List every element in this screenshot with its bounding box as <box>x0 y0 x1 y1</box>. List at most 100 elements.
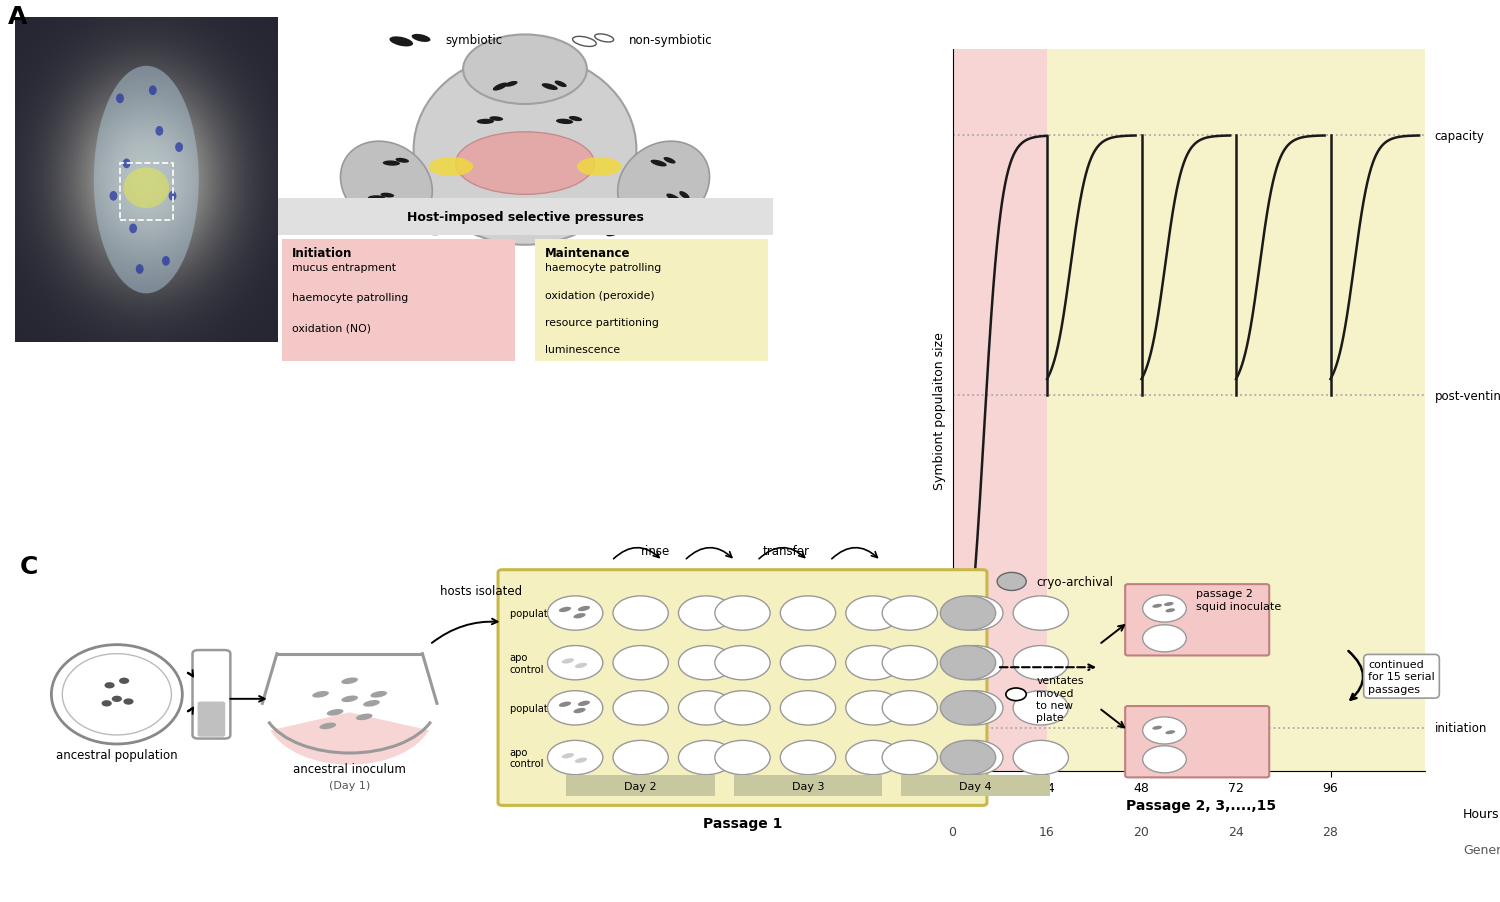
Circle shape <box>1013 596 1068 630</box>
Circle shape <box>123 698 134 705</box>
Text: C: C <box>20 555 38 579</box>
Text: 20: 20 <box>1134 825 1149 838</box>
Text: continued
for 15 serial
passages: continued for 15 serial passages <box>1368 659 1436 694</box>
Circle shape <box>123 160 130 169</box>
Text: ancestral inoculum: ancestral inoculum <box>292 762 406 775</box>
Text: passage 2
squid inoculate: passage 2 squid inoculate <box>1197 589 1281 611</box>
Circle shape <box>1143 625 1186 652</box>
Ellipse shape <box>414 54 636 245</box>
Circle shape <box>948 596 1004 630</box>
Circle shape <box>105 682 114 689</box>
Text: Maintenance: Maintenance <box>544 246 630 260</box>
Bar <box>952 50 1047 771</box>
Text: Day 4: Day 4 <box>958 780 992 791</box>
Ellipse shape <box>1152 604 1162 608</box>
Ellipse shape <box>429 158 472 177</box>
Ellipse shape <box>592 250 606 259</box>
Text: ancestral population: ancestral population <box>56 749 177 761</box>
Text: ventates
moved
to new
plate: ventates moved to new plate <box>1036 676 1084 723</box>
Circle shape <box>548 691 603 725</box>
Circle shape <box>1143 595 1186 622</box>
Bar <box>1142 50 1236 771</box>
Text: symbiotic: symbiotic <box>446 34 503 47</box>
Text: population 1: population 1 <box>510 608 572 619</box>
Ellipse shape <box>381 193 394 198</box>
Circle shape <box>998 573 1026 591</box>
Ellipse shape <box>568 117 582 122</box>
Ellipse shape <box>406 221 418 226</box>
Text: Generation: Generation <box>1462 843 1500 856</box>
Ellipse shape <box>411 35 430 43</box>
Ellipse shape <box>542 85 558 90</box>
Text: haemocyte patrolling: haemocyte patrolling <box>544 263 662 273</box>
FancyBboxPatch shape <box>282 240 514 361</box>
FancyBboxPatch shape <box>198 702 225 737</box>
Circle shape <box>1013 646 1068 680</box>
Ellipse shape <box>573 708 585 713</box>
Ellipse shape <box>664 196 682 202</box>
Ellipse shape <box>370 691 387 698</box>
Text: post-venting: post-venting <box>1434 390 1500 402</box>
Circle shape <box>846 596 901 630</box>
FancyBboxPatch shape <box>734 775 882 796</box>
Circle shape <box>940 646 996 680</box>
Circle shape <box>116 95 124 104</box>
Ellipse shape <box>441 227 453 234</box>
Ellipse shape <box>574 758 586 763</box>
Ellipse shape <box>663 159 676 163</box>
Circle shape <box>110 192 117 201</box>
Circle shape <box>780 691 836 725</box>
Ellipse shape <box>327 709 344 716</box>
Ellipse shape <box>578 606 590 612</box>
Circle shape <box>846 646 901 680</box>
Circle shape <box>882 596 938 630</box>
Circle shape <box>1007 688 1026 701</box>
Ellipse shape <box>442 251 459 257</box>
Ellipse shape <box>606 230 622 236</box>
Text: 0: 0 <box>948 825 957 838</box>
Ellipse shape <box>628 204 642 208</box>
Text: luminescence: luminescence <box>544 345 620 354</box>
FancyBboxPatch shape <box>498 570 987 805</box>
Text: apo
control: apo control <box>510 747 544 769</box>
Text: transfer: transfer <box>762 545 810 557</box>
Ellipse shape <box>51 645 183 744</box>
Ellipse shape <box>618 228 632 233</box>
Y-axis label: Symbiont populaiton size: Symbiont populaiton size <box>933 332 945 489</box>
Ellipse shape <box>93 67 198 294</box>
Circle shape <box>614 596 669 630</box>
FancyBboxPatch shape <box>192 650 231 739</box>
Text: cryo-archival: cryo-archival <box>1036 575 1113 588</box>
Ellipse shape <box>456 248 468 254</box>
Circle shape <box>940 741 996 775</box>
Text: rinse: rinse <box>640 545 670 557</box>
Circle shape <box>1143 746 1186 773</box>
Circle shape <box>882 646 938 680</box>
Ellipse shape <box>573 37 596 48</box>
Circle shape <box>846 691 901 725</box>
Circle shape <box>948 691 1004 725</box>
Ellipse shape <box>578 701 590 706</box>
Circle shape <box>156 127 164 136</box>
Ellipse shape <box>430 203 442 210</box>
Ellipse shape <box>492 85 508 90</box>
Circle shape <box>176 143 183 152</box>
Ellipse shape <box>464 35 586 105</box>
Text: Host-imposed selective pressures: Host-imposed selective pressures <box>406 211 644 224</box>
Circle shape <box>614 646 669 680</box>
Ellipse shape <box>396 159 410 163</box>
Text: capacity: capacity <box>1434 130 1485 143</box>
Ellipse shape <box>1166 609 1174 612</box>
Circle shape <box>716 596 770 630</box>
Ellipse shape <box>574 663 586 668</box>
Text: hosts isolated: hosts isolated <box>440 584 522 597</box>
Text: Day 2: Day 2 <box>624 780 657 791</box>
Text: (Day 1): (Day 1) <box>328 780 370 790</box>
Circle shape <box>948 741 1004 775</box>
Bar <box>1047 50 1142 771</box>
Text: Passage 1: Passage 1 <box>704 816 782 831</box>
Ellipse shape <box>356 713 372 721</box>
Circle shape <box>716 741 770 775</box>
FancyBboxPatch shape <box>567 775 716 796</box>
Ellipse shape <box>594 35 613 43</box>
